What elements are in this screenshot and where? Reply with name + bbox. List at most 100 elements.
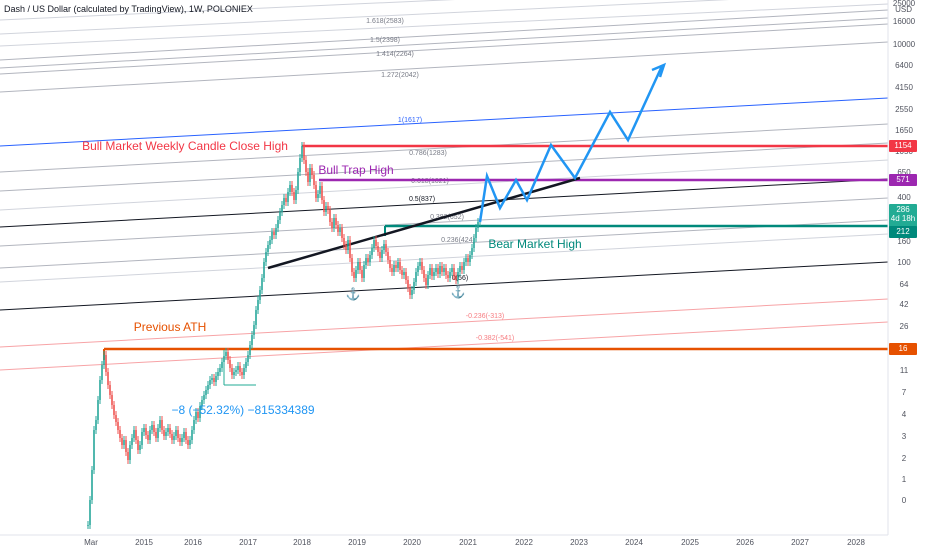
y-tick-label: 100 [897, 258, 911, 267]
candle-body [293, 192, 295, 200]
annotation-text: Bull Market Weekly Candle Close High [82, 139, 288, 153]
candle-body [429, 268, 431, 275]
fib-channel-line [0, 261, 889, 311]
candle-body [141, 432, 143, 445]
x-tick-label: 2021 [459, 538, 477, 547]
y-tick-label: 3 [902, 432, 907, 441]
candle-body [401, 270, 403, 275]
fib-channel-line [0, 3, 889, 47]
candle-body [143, 428, 145, 432]
candle-body [477, 222, 479, 228]
candle-body [355, 270, 357, 278]
projection-path [478, 65, 664, 223]
candle-body [421, 262, 423, 270]
candle-body [331, 222, 333, 228]
candle-body [135, 430, 137, 440]
candle-body [463, 262, 465, 270]
candle-body [335, 218, 337, 225]
candle-body [345, 245, 347, 250]
candle-body [157, 428, 159, 438]
candle-body [127, 452, 129, 460]
fib-channel-line [0, 41, 889, 93]
candle-body [419, 262, 421, 266]
candle-body [207, 385, 209, 390]
candle-body [297, 172, 299, 190]
candle-body [443, 268, 445, 272]
price-tag [889, 140, 917, 152]
candle-body [417, 266, 419, 272]
candle-body [333, 218, 335, 228]
candle-body [377, 246, 379, 252]
candle-body [369, 255, 371, 262]
candle-body [433, 272, 435, 276]
candle-body [113, 405, 115, 415]
candle-body [425, 278, 427, 285]
fib-channel-line [0, 233, 889, 283]
candle-body [165, 432, 167, 436]
candle-body [155, 432, 157, 438]
y-unit-label: USD [895, 5, 912, 14]
candle-body [247, 355, 249, 362]
candle-body [191, 430, 193, 440]
projection-arrowhead [651, 62, 667, 78]
candle-body [375, 240, 377, 246]
candle-body [87, 525, 89, 526]
fib-level-label: 0.786(1283) [409, 150, 447, 157]
candle-body [439, 266, 441, 274]
candle-body [215, 376, 217, 382]
candle-body [137, 440, 139, 450]
candle-body [321, 186, 323, 200]
candle-body [219, 368, 221, 372]
candle-body [95, 420, 97, 430]
candle-body [445, 268, 447, 275]
fib-channel-line [0, 9, 889, 61]
candle-body [473, 238, 475, 248]
candle-body [351, 258, 353, 272]
fib-level-label: 1(1617) [398, 117, 422, 124]
x-tick-label: 2019 [348, 538, 366, 547]
y-tick-label: 16000 [893, 17, 916, 26]
candle-body [259, 290, 261, 300]
candle-body [193, 420, 195, 430]
candle-body [111, 395, 113, 405]
candle-body [467, 258, 469, 262]
candle-body [365, 258, 367, 265]
candle-body [311, 168, 313, 175]
candle-body [455, 276, 457, 280]
candle-body [281, 205, 283, 212]
candle-body [169, 428, 171, 434]
candle-body [175, 430, 177, 436]
annotation-text: Bull Trap High [318, 163, 393, 177]
candle-body [109, 385, 111, 395]
candle-body [347, 240, 349, 250]
fib-channel-line [0, 0, 456, 21]
candle-body [343, 238, 345, 245]
candle-body [381, 250, 383, 258]
candle-body [221, 362, 223, 368]
fib-channel-line [0, 17, 889, 69]
candle-body [383, 244, 385, 250]
candle-body [459, 266, 461, 272]
candle-body [227, 352, 229, 360]
x-tick-label: 2027 [791, 538, 809, 547]
candle-body [225, 352, 227, 356]
candle-body [279, 212, 281, 220]
candle-body [309, 168, 311, 182]
candle-body [403, 272, 405, 275]
fib-level-label: 1.272(2042) [381, 72, 419, 79]
y-tick-label: 400 [897, 193, 911, 202]
candle-body [261, 278, 263, 290]
fib-channel-line [0, 23, 889, 75]
candle-body [91, 470, 93, 500]
price-tag-label: 16 [899, 344, 908, 353]
candle-body [217, 372, 219, 376]
candle-body [187, 440, 189, 445]
candle-body [319, 186, 321, 194]
candle-body [179, 438, 181, 442]
candle-body [267, 245, 269, 252]
candle-body [453, 268, 455, 276]
fib-channel-line [0, 123, 889, 173]
candle-body [269, 240, 271, 245]
fib-level-label: 1.5(2398) [370, 37, 400, 44]
